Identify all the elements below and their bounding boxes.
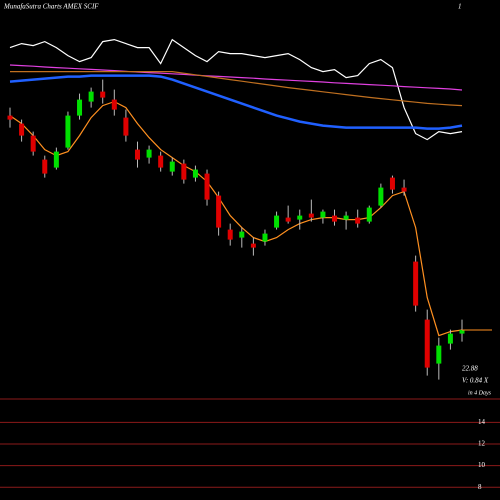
candle-body (181, 163, 187, 180)
candle-body (123, 117, 129, 136)
candle-body (19, 123, 25, 136)
line (9, 74, 463, 130)
candle-body (42, 159, 48, 174)
candle-body (424, 319, 430, 368)
line (9, 100, 463, 337)
candle-body (146, 149, 152, 158)
candle-body (285, 217, 291, 222)
y2-tick-label: 12 (478, 440, 486, 448)
candle-body (250, 243, 256, 248)
candle-body (169, 161, 175, 172)
candle-body (53, 151, 59, 168)
candle-body (308, 213, 314, 218)
candle-body (158, 155, 164, 168)
candle-body (100, 91, 106, 98)
candle-body (227, 229, 233, 240)
candle-body (297, 215, 303, 220)
candle-body (192, 169, 198, 178)
candle-body (274, 215, 280, 228)
candle-body (378, 187, 384, 206)
candle-body (262, 233, 268, 242)
candle-body (401, 187, 407, 192)
candle-body (355, 217, 361, 224)
candle-body (320, 211, 326, 218)
candle-body (413, 261, 419, 306)
annotation: V: 0.84 X (462, 377, 489, 385)
candle-body (447, 333, 453, 344)
line (10, 71, 463, 107)
candle-body (88, 91, 94, 102)
line (9, 64, 463, 91)
candle-body (111, 99, 117, 110)
candle-body (366, 207, 372, 222)
candle-body (134, 149, 140, 160)
y2-tick-label: 10 (478, 461, 486, 469)
candle-body (343, 215, 349, 220)
corner-label: 1 (458, 3, 462, 11)
line (9, 38, 463, 141)
candle-body (204, 173, 210, 200)
candle-body (77, 99, 83, 116)
annotation: in 4 Days (468, 389, 492, 396)
candle-body (30, 135, 36, 152)
candle-body (459, 330, 465, 334)
candle-body (239, 231, 245, 238)
candle-body (7, 115, 13, 120)
chart-title: MunafaSutra Charts AMEX SCIF (3, 3, 99, 11)
candle-body (216, 195, 222, 228)
candle-body (436, 345, 442, 364)
candle-body (332, 215, 338, 222)
y2-tick-label: 14 (478, 418, 486, 426)
candle-body (65, 115, 71, 148)
annotation: 22.88 (462, 365, 478, 373)
candle-body (389, 177, 395, 190)
y2-tick-label: 8 (478, 483, 482, 491)
